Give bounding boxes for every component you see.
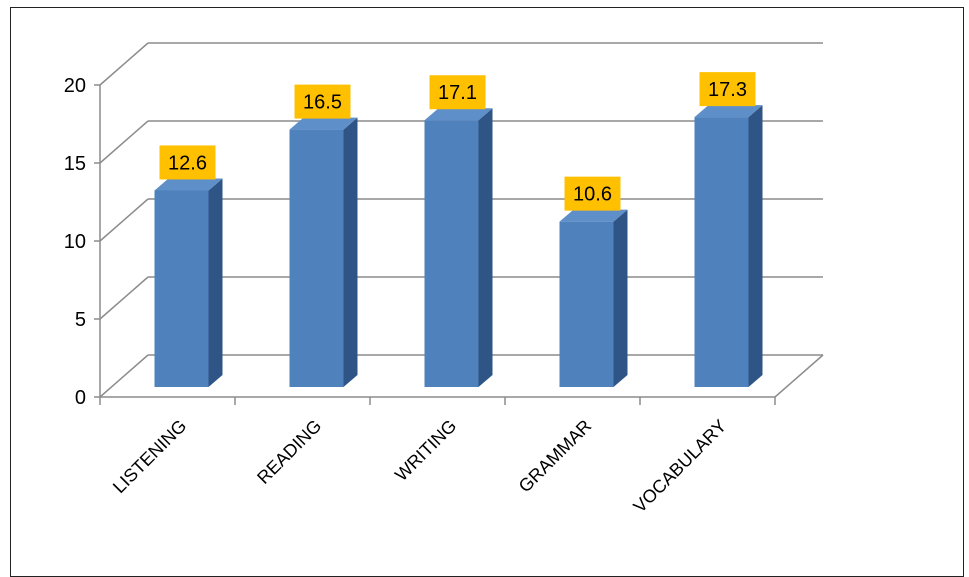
y-tick-label: 0 xyxy=(75,387,86,409)
data-label: 17.3 xyxy=(700,72,756,106)
bar-front xyxy=(695,117,749,387)
bar-front xyxy=(425,120,479,387)
gridline-wall xyxy=(100,121,148,163)
data-label-text: 17.1 xyxy=(438,82,477,104)
y-tick-label: 10 xyxy=(64,231,86,253)
bar xyxy=(560,210,628,387)
gridline-wall xyxy=(100,355,148,397)
data-label: 17.1 xyxy=(430,75,486,109)
x-tick-label: VOCABULARY xyxy=(629,416,730,517)
bar-front xyxy=(560,222,614,387)
y-tick-label: 15 xyxy=(64,153,86,175)
gridline-wall xyxy=(100,199,148,241)
bar-front xyxy=(290,130,344,387)
x-tick-label: LISTENING xyxy=(109,416,190,497)
gridline-wall xyxy=(100,277,148,319)
data-label: 12.6 xyxy=(160,145,216,179)
gridline-wall xyxy=(100,43,148,85)
bar-side xyxy=(479,108,493,387)
bar xyxy=(425,108,493,387)
data-label: 10.6 xyxy=(565,177,621,211)
x-tick-label: WRITING xyxy=(391,416,460,485)
data-label: 16.5 xyxy=(295,85,351,119)
data-label-text: 10.6 xyxy=(573,184,612,206)
bar xyxy=(290,118,358,387)
bar xyxy=(695,105,763,387)
data-label-text: 12.6 xyxy=(168,152,207,174)
bar-side xyxy=(749,105,763,387)
x-tick-label: GRAMMAR xyxy=(515,416,596,497)
bar-side xyxy=(614,210,628,387)
bar-side xyxy=(344,118,358,387)
data-label-text: 17.3 xyxy=(708,79,747,101)
bars xyxy=(155,105,763,387)
bar-front xyxy=(155,190,209,387)
x-tick-labels: LISTENING READING WRITING GRAMMAR VOCABULARY xyxy=(109,416,730,517)
y-tick-label: 20 xyxy=(64,75,86,97)
y-tick-labels: 0 5 10 15 20 xyxy=(64,75,86,409)
x-tick-label: READING xyxy=(253,416,325,488)
bar xyxy=(155,178,223,387)
floor-edge xyxy=(775,355,823,397)
y-tick-label: 5 xyxy=(75,309,86,331)
bar-side xyxy=(209,178,223,387)
data-label-text: 16.5 xyxy=(303,92,342,114)
